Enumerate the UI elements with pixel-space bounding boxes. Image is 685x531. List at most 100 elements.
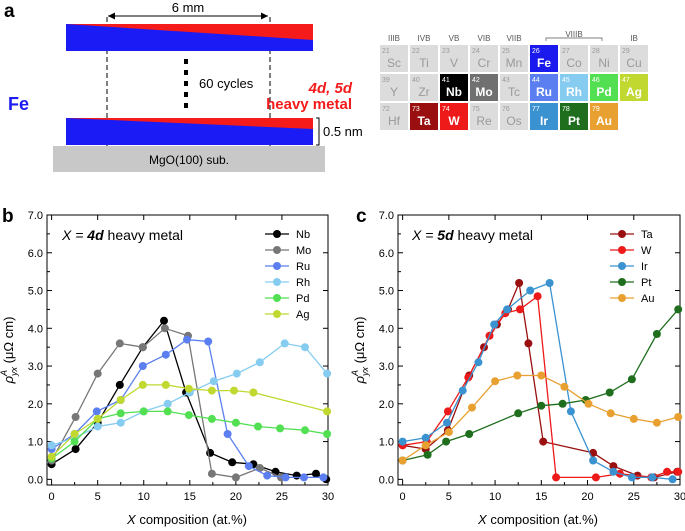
element-symbol: Y <box>390 85 398 99</box>
legend-marker <box>273 246 281 254</box>
data-point-mo <box>255 464 264 472</box>
fe-label: Fe <box>8 94 29 114</box>
data-point-ru <box>300 473 308 482</box>
data-point-ru <box>92 407 101 416</box>
legend-entry-ta: Ta <box>610 229 654 241</box>
substrate-block <box>53 146 325 172</box>
data-point-ir <box>458 386 467 395</box>
panel-c: c 0 5 10 15 20 25 30 0.0 1.0 2.0 3.0 4.0 5.0 6.0 7.0 X… <box>350 206 685 527</box>
legend-label: Pd <box>296 293 309 305</box>
element-cell-v: 23V <box>440 45 468 72</box>
data-point-pt <box>423 450 432 459</box>
legend-label: Au <box>641 293 654 305</box>
data-point-nb <box>115 380 124 389</box>
data-point-ag <box>230 386 238 395</box>
x-tick-label: 30 <box>674 491 685 503</box>
element-cell-bg <box>590 45 618 72</box>
element-symbol: Sc <box>387 56 401 70</box>
data-point-ru <box>244 462 253 471</box>
data-point-ag <box>184 384 193 393</box>
element-symbol: Ru <box>536 85 552 99</box>
legend-label: Pt <box>641 277 651 289</box>
series-pt <box>398 305 683 465</box>
series-pd <box>47 407 332 463</box>
y-tick-label: 0.0 <box>379 474 394 486</box>
data-point-w <box>552 473 561 482</box>
legend-marker <box>618 294 626 302</box>
data-point-rh <box>47 441 56 450</box>
data-point-pd <box>184 411 193 420</box>
series-ru <box>47 335 328 482</box>
data-point-rh <box>93 422 102 431</box>
data-point-ag <box>70 430 79 438</box>
element-number: 24 <box>472 48 480 55</box>
data-point-ag <box>93 414 102 423</box>
legend-entry-au: Au <box>610 293 654 305</box>
data-point-w <box>674 467 683 476</box>
element-number: 46 <box>592 77 600 84</box>
y-tick-label: 0.0 <box>28 474 43 486</box>
element-cell-bg <box>620 45 648 72</box>
element-symbol: Au <box>596 114 612 128</box>
element-symbol: Ir <box>540 114 548 128</box>
series-au <box>398 371 683 465</box>
chart-c-ylabel: ρAyx (μΩ cm) <box>350 317 370 385</box>
element-cell-bg <box>560 74 588 101</box>
element-cell-bg <box>470 103 498 130</box>
data-point-au <box>629 414 638 423</box>
thickness-bracket <box>316 117 320 146</box>
data-point-rh <box>301 343 309 352</box>
data-point-mo <box>207 469 216 478</box>
legend-marker <box>273 294 281 302</box>
substrate-label: MgO(100) sub. <box>149 153 229 167</box>
data-point-mo <box>71 413 80 421</box>
legend-label: Nb <box>296 229 310 241</box>
element-number: 78 <box>562 106 570 113</box>
data-point-ru <box>281 473 290 482</box>
legend-label: Rh <box>296 277 310 289</box>
data-point-ru <box>204 337 213 346</box>
data-point-au <box>560 382 569 391</box>
data-point-mo <box>160 324 169 333</box>
legend-marker <box>273 230 281 238</box>
data-point-ir <box>490 320 499 329</box>
group-label: IIIB <box>388 34 400 43</box>
data-point-ru <box>183 335 191 344</box>
legend-marker <box>273 310 281 318</box>
panel-a-label: a <box>4 1 15 22</box>
element-number: 40 <box>412 77 420 84</box>
data-point-nb <box>228 458 237 467</box>
x-tick-label: 15 <box>184 491 196 503</box>
legend-entry-pt: Pt <box>610 277 651 289</box>
element-cell-bg <box>590 103 618 130</box>
x-tick-label: 5 <box>446 491 452 503</box>
legend-entry-mo: Mo <box>265 245 311 257</box>
group-label: VB <box>449 34 460 43</box>
data-point-pd <box>207 414 216 423</box>
data-point-ta <box>539 437 548 446</box>
data-point-rh <box>323 369 332 378</box>
heavy-metal-label-2: heavy metal <box>266 96 352 113</box>
data-point-ag <box>116 396 125 404</box>
element-symbol: Mo <box>475 85 492 99</box>
hm-wedge-top <box>66 24 313 40</box>
element-cell-bg <box>380 45 408 72</box>
element-cell-bg <box>470 74 498 101</box>
element-number: 74 <box>442 106 450 113</box>
plot-frame-c <box>397 214 681 486</box>
data-point-ir <box>503 305 512 314</box>
heavy-metal-label-1: 4d, 5d <box>308 80 353 97</box>
data-point-ru <box>161 350 170 359</box>
data-point-pd <box>231 418 240 427</box>
thickness-label: 0.5 nm <box>323 124 363 139</box>
data-point-mo <box>93 369 102 378</box>
element-number: 26 <box>532 48 540 55</box>
element-number: 27 <box>562 48 570 55</box>
